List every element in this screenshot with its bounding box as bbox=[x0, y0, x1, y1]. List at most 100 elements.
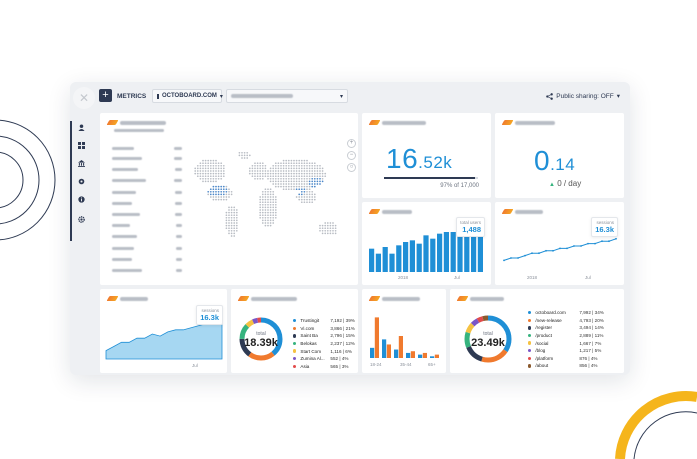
map-dot bbox=[269, 224, 272, 227]
map-dot bbox=[293, 170, 295, 172]
map-dot bbox=[267, 188, 269, 191]
bar bbox=[375, 253, 381, 272]
area-tooltip: sessions 16.3k bbox=[196, 305, 223, 325]
goal-progress-fill bbox=[384, 177, 476, 179]
products-donut-chart[interactable] bbox=[237, 315, 285, 363]
legend-row[interactable]: /product 2,889 | 11% bbox=[528, 332, 604, 340]
bar bbox=[437, 233, 443, 272]
map-dot bbox=[212, 162, 215, 165]
map-dot bbox=[256, 177, 259, 180]
plus-icon[interactable]: + bbox=[99, 89, 112, 102]
map-dot bbox=[215, 172, 217, 175]
map-dot bbox=[282, 175, 285, 178]
legend-row[interactable]: /about 856 | 4% bbox=[528, 362, 604, 370]
country-row[interactable] bbox=[112, 254, 182, 265]
map-dot bbox=[290, 188, 293, 191]
map-dot bbox=[285, 188, 288, 191]
map-dot bbox=[277, 172, 280, 175]
country-row[interactable] bbox=[112, 143, 182, 153]
legend-row[interactable]: Asia 565 | 3% bbox=[293, 363, 355, 371]
bar bbox=[418, 354, 423, 358]
map-dot bbox=[280, 185, 282, 188]
share-toggle[interactable]: Public sharing: OFF ▾ bbox=[546, 92, 620, 100]
country-row[interactable] bbox=[112, 265, 182, 276]
map-dot bbox=[212, 159, 215, 162]
map-dot bbox=[295, 170, 298, 172]
map-dot bbox=[264, 193, 267, 196]
legend-row[interactable]: /platform 876 | 4% bbox=[528, 355, 604, 363]
map-dot bbox=[228, 227, 230, 230]
source-select[interactable]: ▾ bbox=[226, 89, 348, 103]
settings-icon[interactable] bbox=[78, 178, 85, 185]
map-dot bbox=[259, 177, 262, 180]
country-row[interactable] bbox=[112, 175, 182, 186]
country-row[interactable] bbox=[112, 209, 182, 220]
gear-icon[interactable] bbox=[78, 216, 85, 223]
bank-icon[interactable] bbox=[78, 160, 85, 167]
sessions-line-chart[interactable] bbox=[501, 220, 619, 272]
legend-row[interactable]: Zumina Al... 552 | 4% bbox=[293, 355, 355, 363]
x-label: 35-44 bbox=[400, 362, 412, 367]
legend-row[interactable]: Belokas 2,237 | 12% bbox=[293, 340, 355, 348]
map-dot bbox=[196, 172, 199, 175]
map-dot bbox=[215, 190, 217, 193]
legend-row[interactable]: Start Com 1,116 | 6% bbox=[293, 347, 355, 355]
legend-row[interactable]: Trustingit 7,192 | 39% bbox=[293, 317, 355, 325]
legend-row[interactable]: /blog 1,217 | 5% bbox=[528, 347, 604, 355]
metrics-button[interactable]: METRICS bbox=[117, 93, 147, 100]
legend-row[interactable]: /social 1,667 | 7% bbox=[528, 339, 604, 347]
legend-row[interactable]: octoboard.com 7,992 | 34% bbox=[528, 309, 604, 317]
map-dot bbox=[293, 188, 295, 191]
map-dot bbox=[308, 180, 311, 183]
map-dot bbox=[282, 162, 285, 165]
info-icon[interactable] bbox=[78, 196, 85, 203]
map-dot bbox=[267, 172, 269, 175]
account-select[interactable]: OCTOBOARD.COM ▾ bbox=[152, 89, 223, 103]
country-row[interactable] bbox=[112, 231, 182, 242]
grid-icon[interactable] bbox=[78, 142, 85, 149]
pages-donut-chart[interactable] bbox=[462, 313, 514, 365]
map-dot bbox=[303, 196, 306, 198]
country-row[interactable] bbox=[112, 187, 182, 198]
map-dot bbox=[277, 164, 280, 167]
legend-row[interactable]: /register 3,494 | 14% bbox=[528, 324, 604, 332]
legend-row[interactable]: Saint Ba 2,796 | 15% bbox=[293, 332, 355, 340]
country-row[interactable] bbox=[112, 220, 182, 231]
map-dot bbox=[217, 175, 220, 178]
legend-dot bbox=[528, 364, 532, 368]
country-row[interactable] bbox=[112, 243, 182, 254]
map-dot bbox=[290, 183, 293, 185]
close-icon[interactable]: ✕ bbox=[73, 87, 95, 109]
zoom-in-button[interactable]: + bbox=[347, 139, 356, 148]
map-dot bbox=[329, 229, 332, 232]
map-dot bbox=[311, 201, 314, 204]
legend-row[interactable]: Vi.com 3,866 | 21% bbox=[293, 325, 355, 333]
map-dot bbox=[324, 222, 327, 224]
reset-view-button[interactable]: ○ bbox=[347, 163, 356, 172]
map-dot bbox=[212, 164, 215, 167]
map-dot bbox=[274, 177, 277, 180]
users-bar-chart[interactable] bbox=[368, 220, 488, 272]
map-dot bbox=[233, 222, 236, 224]
map-dot bbox=[308, 190, 311, 193]
user-icon[interactable] bbox=[78, 124, 85, 131]
country-row[interactable] bbox=[112, 153, 182, 164]
map-dot bbox=[207, 177, 210, 180]
map-dot bbox=[282, 180, 285, 183]
world-map[interactable] bbox=[188, 141, 348, 259]
map-dot bbox=[274, 180, 277, 183]
map-dot bbox=[290, 177, 293, 180]
map-dot bbox=[274, 162, 277, 165]
map-dot bbox=[303, 159, 306, 162]
zoom-out-button[interactable]: − bbox=[347, 151, 356, 160]
map-dot bbox=[313, 162, 316, 165]
demographics-bar-chart[interactable] bbox=[366, 313, 442, 359]
map-dot bbox=[261, 193, 264, 196]
map-dot bbox=[261, 216, 264, 219]
legend-row[interactable]: /new-release 4,793 | 20% bbox=[528, 317, 604, 325]
country-row[interactable] bbox=[112, 198, 182, 209]
map-dot bbox=[222, 172, 225, 175]
map-dot bbox=[235, 229, 238, 232]
map-dot bbox=[332, 229, 334, 232]
country-row[interactable] bbox=[112, 164, 182, 175]
